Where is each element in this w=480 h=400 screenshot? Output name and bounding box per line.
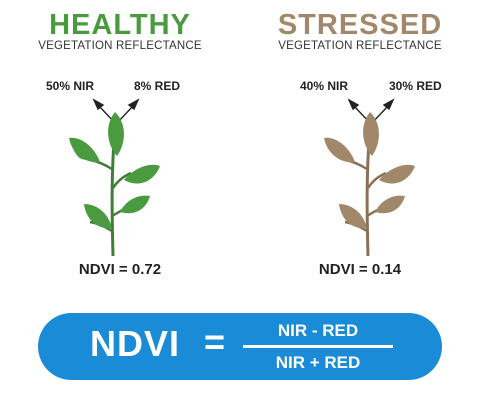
formula-equals: = (204, 321, 226, 362)
healthy-ndvi-value: NDVI = 0.72 (78, 261, 162, 278)
healthy-plant-illustration (69, 98, 160, 257)
healthy-nir-label: 50% NIR (46, 79, 95, 93)
stressed-red-label: 30% RED (389, 79, 442, 93)
stressed-leaves (324, 112, 415, 229)
healthy-leaves (69, 112, 160, 229)
formula-lhs: NDVI (90, 323, 181, 364)
formula-denominator: NIR + RED (275, 353, 361, 372)
ndvi-formula-banner: NDVI = NIR - RED NIR + RED (38, 313, 442, 380)
formula-fraction-bar (243, 345, 393, 348)
stressed-ndvi-value: NDVI = 0.14 (318, 261, 402, 278)
stressed-nir-label: 40% NIR (300, 79, 349, 93)
healthy-panel: HEALTHY VEGETATION REFLECTANCE 50% NIR 8… (0, 0, 240, 300)
stressed-subtitle: VEGETATION REFLECTANCE (278, 40, 442, 52)
healthy-red-label: 8% RED (134, 79, 181, 93)
healthy-subtitle: VEGETATION REFLECTANCE (38, 40, 202, 52)
stressed-panel: STRESSED VEGETATION REFLECTANCE 40% NIR … (240, 0, 480, 300)
formula-numerator: NIR - RED (277, 321, 359, 340)
stressed-title: STRESSED (277, 9, 443, 41)
healthy-title: HEALTHY (49, 9, 191, 41)
stressed-plant-illustration (324, 98, 415, 257)
